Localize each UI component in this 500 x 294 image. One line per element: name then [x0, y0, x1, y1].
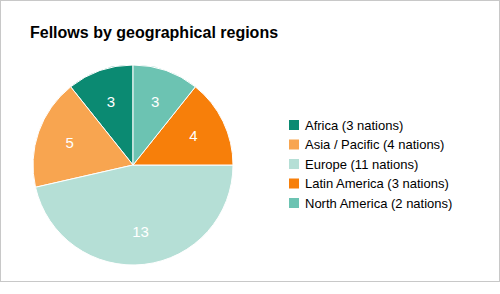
- legend-swatch: [289, 159, 299, 169]
- legend-swatch: [289, 120, 299, 130]
- data-label: 4: [189, 127, 197, 144]
- legend-item: North America (2 nations): [289, 196, 452, 211]
- legend-swatch: [289, 198, 299, 208]
- legend-item: Latin America (3 nations): [289, 176, 449, 191]
- legend-item: Africa (3 nations): [289, 118, 403, 133]
- legend-swatch: [289, 140, 299, 150]
- legend-label: Asia / Pacific (4 nations): [305, 137, 444, 152]
- legend-label: Latin America (3 nations): [305, 176, 449, 191]
- chart: Fellows by geographical regions 3 5 13 4 3 Afr…: [0, 0, 500, 294]
- legend-label: Europe (11 nations): [305, 157, 418, 172]
- legend-item: Asia / Pacific (4 nations): [289, 137, 444, 152]
- legend-label: North America (2 nations): [305, 196, 452, 211]
- data-label: 13: [132, 223, 149, 240]
- legend-label: Africa (3 nations): [305, 118, 403, 133]
- data-label: 3: [107, 93, 115, 110]
- legend-swatch: [289, 179, 299, 189]
- slice: [36, 165, 233, 265]
- legend: Africa (3 nations) Asia / Pacific (4 nati…: [289, 118, 452, 211]
- data-labels: 3 5 13 4 3: [66, 93, 198, 240]
- data-label: 3: [151, 93, 159, 110]
- pie: [33, 65, 233, 265]
- legend-item: Europe (11 nations): [289, 157, 418, 172]
- frame: [1, 1, 500, 282]
- data-label: 5: [66, 134, 74, 151]
- slice: [133, 65, 195, 165]
- title: Fellows by geographical regions: [30, 24, 278, 41]
